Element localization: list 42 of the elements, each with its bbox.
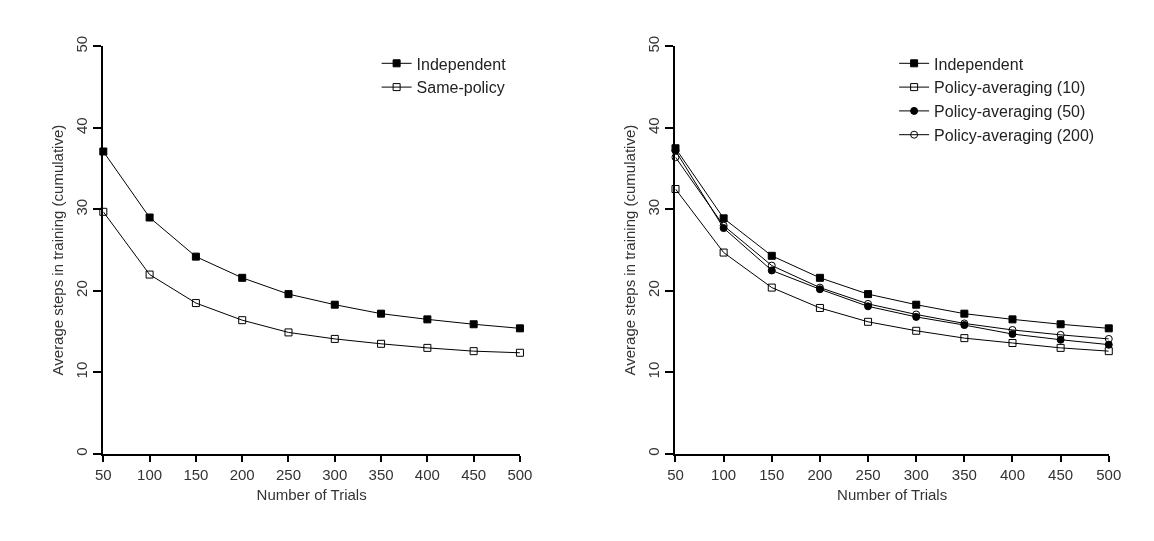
y-tick-label: 20	[645, 280, 663, 297]
y-tick-label: 30	[73, 198, 91, 216]
x-tick-label: 450	[1048, 465, 1074, 483]
y-axis-title: Average steps in training (cumulative)	[49, 124, 67, 376]
y-tick-label: 0	[645, 447, 663, 456]
x-tick-label: 400	[414, 465, 440, 483]
y-tick-label: 50	[73, 35, 91, 53]
x-tick-label: 200	[807, 465, 833, 483]
x-tick-label: 250	[855, 465, 881, 483]
x-tick-label: 450	[461, 465, 487, 483]
x-tick-label: 250	[275, 465, 302, 483]
x-tick-label: 200	[229, 465, 255, 483]
x-tick-label: 150	[759, 465, 785, 483]
y-tick-label: 30	[645, 198, 663, 216]
x-axis-title: Number of Trials	[837, 486, 948, 504]
legend-label: Policy-averaging (10)	[934, 79, 1086, 97]
x-tick-label: 350	[951, 465, 977, 483]
x-tick-label: 400	[999, 465, 1026, 483]
y-tick-label: 10	[73, 361, 91, 379]
x-tick-label: 150	[183, 465, 209, 483]
y-tick-label: 20	[73, 280, 91, 297]
x-tick-label: 500	[1096, 465, 1122, 483]
x-tick-label: 100	[711, 465, 737, 483]
y-axis-title: Average steps in training (cumulative)	[621, 124, 639, 376]
x-tick-label: 300	[903, 465, 929, 483]
y-tick-label: 40	[73, 117, 91, 134]
x-tick-label: 350	[368, 465, 394, 483]
x-tick-label: 50	[94, 465, 112, 483]
y-tick-label: 0	[73, 447, 91, 456]
legend-label: Independent	[416, 55, 507, 73]
x-tick-label: 500	[507, 465, 533, 483]
y-tick-label: 40	[645, 117, 663, 134]
legend-label: Independent	[934, 55, 1024, 73]
legend-label: Policy-averaging (200)	[934, 126, 1095, 144]
x-axis-title: Number of Trials	[256, 486, 367, 504]
y-tick-label: 50	[645, 35, 663, 53]
y-tick-label: 10	[645, 361, 663, 379]
x-tick-label: 300	[322, 465, 348, 483]
x-tick-label: 50	[667, 465, 684, 483]
legend-label: Same-policy	[416, 79, 505, 97]
legend-label: Policy-averaging (50)	[934, 103, 1086, 121]
x-tick-label: 100	[137, 465, 163, 483]
